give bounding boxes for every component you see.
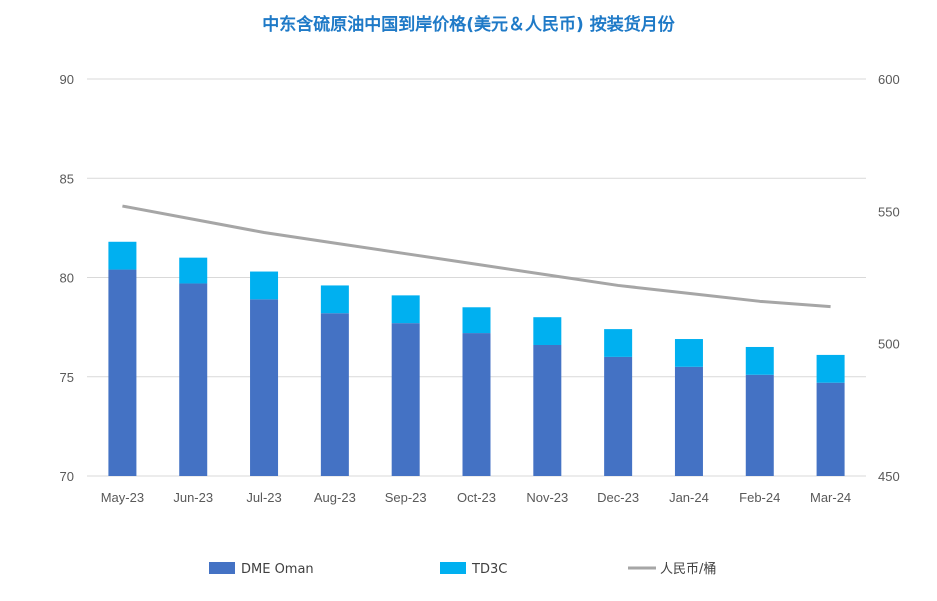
bar-dme-oman: [320, 313, 349, 476]
y-right-tick-label: 450: [878, 469, 900, 484]
bar-td3c: [533, 317, 562, 345]
x-tick-label: Feb-24: [739, 490, 780, 505]
bar-dme-oman: [745, 374, 774, 476]
bar-dme-oman: [533, 344, 562, 476]
y-left-tick-label: 80: [60, 271, 74, 286]
y-left-tick-label: 85: [60, 171, 74, 186]
legend-label: TD3C: [471, 562, 507, 577]
bar-td3c: [250, 271, 279, 300]
y-right-tick-label: 550: [878, 204, 900, 219]
bar-dme-oman: [604, 356, 633, 476]
y-right-tick-label: 500: [878, 337, 900, 352]
bar-dme-oman: [108, 269, 137, 476]
x-tick-label: Aug-23: [314, 490, 356, 505]
bar-dme-oman: [179, 283, 208, 476]
x-tick-label: Oct-23: [457, 490, 496, 505]
bar-td3c: [816, 354, 845, 383]
x-tick-label: May-23: [101, 490, 144, 505]
bar-td3c: [604, 329, 633, 357]
bar-dme-oman: [250, 299, 279, 476]
chart-title: 中东含硫原油中国到岸价格(美元＆人民币) 按装货月份: [262, 15, 675, 35]
bar-td3c: [320, 285, 349, 314]
bar-dme-oman: [674, 366, 703, 476]
bar-td3c: [179, 257, 208, 284]
x-tick-label: Jan-24: [669, 490, 709, 505]
bar-dme-oman: [816, 382, 845, 476]
legend-label: DME Oman: [241, 562, 314, 577]
bar-td3c: [108, 241, 137, 270]
y-right-tick-label: 600: [878, 72, 900, 87]
legend-swatch: [209, 562, 235, 574]
legend-label: 人民币/桶: [660, 562, 716, 577]
bar-dme-oman: [462, 333, 491, 476]
bar-td3c: [745, 346, 774, 375]
x-tick-label: Dec-23: [597, 490, 639, 505]
y-left-tick-label: 75: [60, 370, 74, 385]
x-tick-label: Jul-23: [246, 490, 281, 505]
legend-swatch: [440, 562, 466, 574]
x-tick-label: Nov-23: [526, 490, 568, 505]
x-tick-label: Jun-23: [173, 490, 213, 505]
bar-td3c: [674, 339, 703, 367]
y-left-tick-label: 70: [60, 469, 74, 484]
y-left-tick-label: 90: [60, 72, 74, 87]
x-tick-label: Mar-24: [810, 490, 851, 505]
bar-td3c: [391, 295, 420, 324]
bar-dme-oman: [391, 323, 420, 476]
bar-td3c: [462, 307, 491, 334]
x-tick-label: Sep-23: [385, 490, 427, 505]
line-rmb-per-barrel: [122, 204, 831, 309]
